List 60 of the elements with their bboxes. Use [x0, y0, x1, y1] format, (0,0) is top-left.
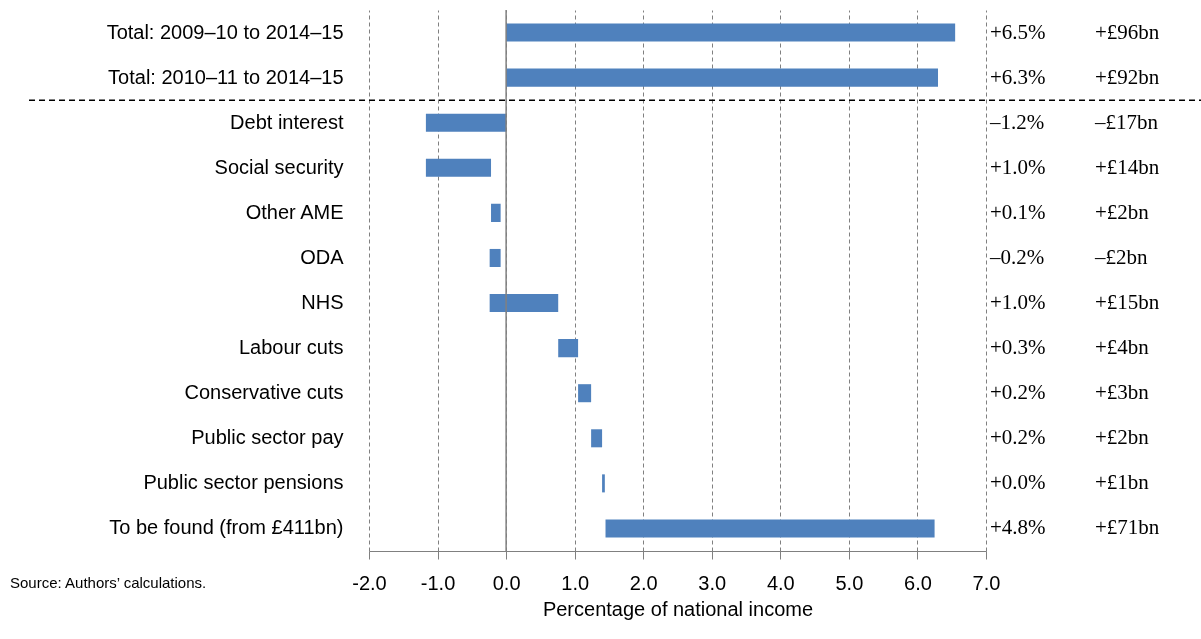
data-label: +4.8% [990, 515, 1046, 540]
bar [506, 23, 956, 42]
text: +£1bn [1095, 470, 1150, 495]
y-tick-label: Conservative cuts [184, 381, 344, 404]
y-tick-label: Public sector pay [191, 426, 344, 449]
x-tick-label: 4.0 [766, 571, 795, 594]
text: +£4bn [1095, 335, 1150, 360]
text: +£3bn [1095, 380, 1150, 405]
text: +£2bn [1095, 425, 1150, 450]
text: +£96bn [1095, 19, 1160, 44]
y-tick-label: Social security [214, 155, 344, 178]
source-note: Source: Authors’ calculations. [10, 574, 207, 591]
x-axis-title: Percentage of national income [542, 597, 814, 620]
y-tick-label: Public sector pensions [143, 471, 344, 494]
y-tick-label: NHS [301, 291, 344, 314]
y-tick-label: Other AME [245, 200, 344, 223]
y-tick-label: ODA [300, 245, 345, 268]
text: +£14bn [1095, 154, 1160, 179]
data-label: +1.0% [990, 290, 1046, 315]
bar [489, 248, 501, 267]
data-label: +6.3% [990, 64, 1046, 89]
data-label: +0.3% [990, 335, 1046, 360]
x-tick-label: 2.0 [629, 571, 658, 594]
data-label: –0.2% [989, 244, 1045, 269]
y-tick-label: Total: 2010–11 to 2014–15 [108, 65, 344, 88]
bar [425, 113, 507, 132]
bar [578, 384, 592, 403]
data-label: +0.2% [990, 425, 1046, 450]
data-label: –1.2% [989, 109, 1045, 134]
x-tick-label: 7.0 [972, 571, 1001, 594]
text: –£17bn [1094, 109, 1159, 134]
x-tick-label: 6.0 [904, 571, 932, 594]
data-label: +0.0% [990, 470, 1046, 495]
x-tick-label: 3.0 [698, 571, 727, 594]
text: +£15bn [1095, 290, 1160, 315]
x-tick-label: 1.0 [561, 571, 590, 594]
y-tick-label: To be found (from £411bn) [109, 516, 344, 539]
text: –£2bn [1094, 244, 1148, 269]
x-tick-label: -2.0 [352, 571, 387, 594]
data-label: +1.0% [990, 154, 1046, 179]
bar [425, 158, 492, 177]
y-tick-label: Total: 2009–10 to 2014–15 [106, 20, 344, 43]
data-label: +6.5% [990, 19, 1046, 44]
data-label: +0.2% [990, 380, 1046, 405]
bar [489, 294, 559, 313]
text: +£71bn [1095, 515, 1160, 540]
bar [605, 519, 935, 538]
x-tick-label: 0.0 [492, 571, 521, 594]
y-tick-label: Labour cuts [238, 336, 344, 359]
x-tick-label: 5.0 [835, 571, 864, 594]
data-label: +0.1% [990, 199, 1046, 224]
text: +£92bn [1095, 64, 1160, 89]
bar [602, 474, 605, 493]
text: +£2bn [1095, 199, 1150, 224]
bar [558, 339, 579, 358]
x-tick-label: -1.0 [420, 571, 456, 594]
bar [591, 429, 603, 448]
y-tick-label: Debt interest [230, 110, 344, 133]
bar [506, 68, 939, 87]
bar [491, 203, 501, 222]
